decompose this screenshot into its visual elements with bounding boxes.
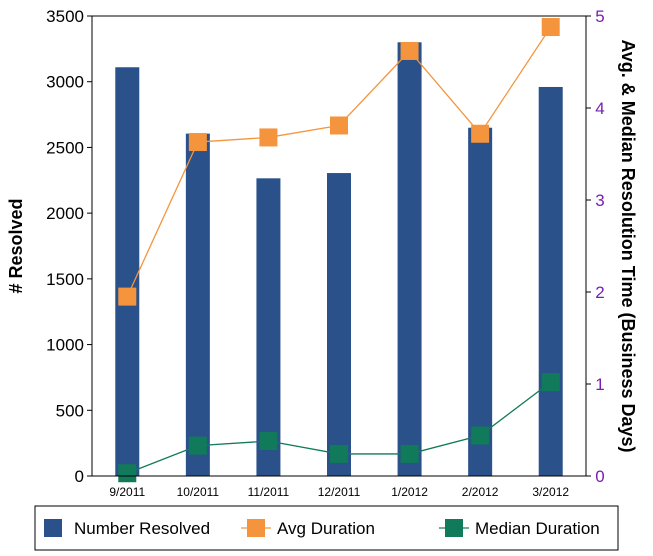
avg-duration-point-3	[259, 128, 278, 147]
avg-duration-point-4	[330, 116, 348, 135]
bar-number-resolved-6	[468, 127, 493, 476]
legend-box	[34, 505, 619, 551]
x-axis-label-7: 3/2012	[532, 485, 569, 499]
right-axis-tick-label-0: 0	[595, 467, 604, 486]
median-duration-point-7	[541, 373, 560, 392]
bar-number-resolved-2	[185, 133, 210, 476]
median-duration-point-1	[118, 464, 137, 483]
avg-duration-point-1	[118, 287, 137, 306]
bar-number-resolved-4	[327, 173, 351, 477]
x-axis-label-2: 10/2011	[177, 485, 220, 499]
bars-layer	[115, 42, 563, 477]
x-axis-label-6: 2/2012	[462, 485, 499, 499]
left-axis-tick-label-3: 1500	[46, 270, 84, 289]
left-axis-tick-label-7: 3500	[46, 7, 84, 26]
median-duration-point-6	[471, 426, 490, 445]
x-axis-label-3: 11/2011	[248, 485, 290, 499]
avg-duration-point-2	[188, 133, 207, 152]
avg-duration-point-5	[400, 41, 419, 60]
legend-avg-duration-swatch	[247, 519, 265, 537]
right-axis-title: Avg. & Median Resolution Time (Business …	[618, 39, 638, 452]
x-axis-label-4: 12/2011	[318, 485, 361, 499]
legend-median-duration-label: Median Duration	[475, 519, 600, 538]
median-duration-point-3	[259, 432, 278, 451]
legend-number-resolved-label: Number Resolved	[74, 519, 210, 538]
right-axis-tick-label-5: 5	[595, 7, 604, 26]
left-axis-tick-label-4: 2000	[46, 204, 84, 223]
median-duration-point-2	[188, 436, 207, 455]
right-axis-tick-label-3: 3	[595, 191, 604, 210]
legend-median-duration-swatch	[445, 519, 463, 537]
avg-duration-point-7	[541, 18, 560, 37]
right-axis-tick-label-4: 4	[595, 99, 604, 118]
left-axis-tick-label-1: 500	[56, 401, 84, 420]
x-axis-label-1: 9/2011	[109, 485, 145, 499]
median-duration-point-5	[400, 444, 419, 463]
labels-layer: 0 500 1000 1500 2000 2500 3000 3500 0 1 2 3 4 5 9/2011…	[6, 7, 638, 499]
avg-duration-point-6	[471, 124, 490, 143]
left-axis-tick-label-5: 2500	[46, 138, 84, 157]
left-axis-tick-label-6: 3000	[46, 73, 84, 92]
legend: Number Resolved Avg Duration Median Durati…	[34, 505, 619, 551]
plot-area-frame	[91, 15, 587, 477]
left-axis-tick-label-2: 1000	[46, 336, 84, 355]
legend-avg-duration-label: Avg Duration	[277, 519, 375, 538]
right-axis-tick-label-1: 1	[595, 375, 604, 394]
bar-number-resolved-5	[397, 42, 422, 477]
bar-number-resolved-3	[256, 178, 281, 477]
legend-number-resolved-swatch	[44, 519, 62, 537]
x-axis-label-5: 1/2012	[391, 485, 428, 499]
bar-number-resolved-7	[538, 86, 563, 476]
median-duration-point-4	[330, 444, 348, 463]
bar-number-resolved-1	[115, 67, 140, 476]
right-axis-tick-label-2: 2	[595, 283, 604, 302]
lines-layer	[118, 18, 560, 483]
axes-layer	[87, 15, 591, 477]
left-axis-tick-label-0: 0	[75, 467, 84, 486]
left-axis-title: # Resolved	[6, 198, 26, 293]
